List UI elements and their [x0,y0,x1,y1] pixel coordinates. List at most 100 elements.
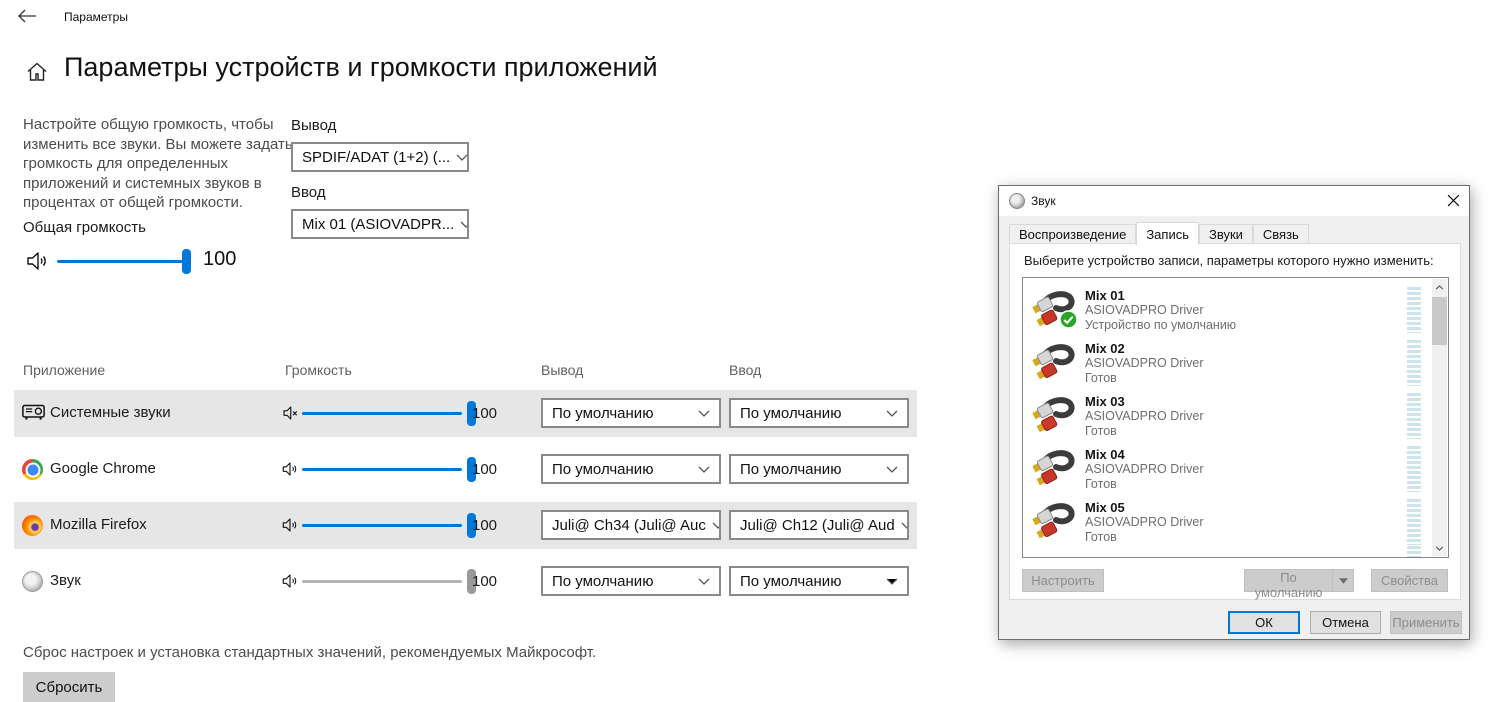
app-input-dropdown[interactable]: Juli@ Ch12 (Juli@ Aud [729,510,909,540]
app-name: Mozilla Firefox [50,516,147,533]
app-output-dropdown[interactable]: По умолчанию [541,454,721,484]
app-volume-slider-track[interactable] [302,580,462,583]
home-icon [25,60,49,84]
chevron-down-icon [454,216,467,233]
app-volume-slider-track[interactable] [302,524,462,527]
tab-playback[interactable]: Воспроизведение [1009,224,1137,244]
ok-button[interactable]: ОК [1228,611,1300,634]
device-status: Устройство по умолчанию [1085,318,1237,332]
master-volume-description: Настройте общую громкость, чтобы изменит… [23,116,293,211]
level-meter [1407,287,1421,333]
speaker-icon[interactable] [281,572,299,590]
recording-tab-panel: Выберите устройство записи, параметры ко… [1009,243,1461,600]
tab-recording[interactable]: Запись [1136,222,1199,245]
chevron-down-icon [880,461,898,478]
chevron-down-icon [692,461,710,478]
input-device-label: Ввод [291,184,326,201]
app-input-value: По умолчанию [740,572,842,590]
close-button[interactable] [1437,186,1470,214]
speaker-icon[interactable] [281,460,299,478]
dialog-titlebar[interactable] [999,186,1469,216]
tab-sounds[interactable]: Звуки [1198,224,1253,244]
properties-button[interactable]: Свойства [1371,569,1448,592]
device-row[interactable]: Mix 02 ASIOVADPRO Driver Готов [1023,337,1448,390]
page-title: Параметры устройств и громкости приложен… [64,52,658,82]
app-output-value: По умолчанию [552,460,654,478]
chevron-down-icon [450,149,467,166]
dropdown-arrow-icon [1338,577,1348,584]
default-device-check-icon [1059,310,1078,329]
output-device-value: SPDIF/ADAT (1+2) (... [302,148,451,166]
device-driver: ASIOVADPRO Driver [1085,462,1204,476]
app-input-dropdown[interactable]: По умолчанию [729,398,909,428]
device-row[interactable]: Mix 04 ASIOVADPRO Driver Готов [1023,443,1448,496]
rca-cable-icon [1032,291,1075,327]
scroll-up-button[interactable] [1432,279,1447,295]
output-device-label: Вывод [291,117,337,134]
rca-cable-icon [1032,450,1075,486]
reset-description: Сброс настроек и установка стандартных з… [23,644,597,661]
device-row[interactable]: Mix 03 ASIOVADPRO Driver Готов [1023,390,1448,443]
scroll-down-icon [1435,545,1444,551]
chevron-down-icon [692,405,710,422]
app-name: Звук [50,572,81,589]
device-driver: ASIOVADPRO Driver [1085,303,1204,317]
cancel-button[interactable]: Отмена [1310,611,1381,634]
chevron-down-icon [880,405,898,422]
device-list-scrollbar[interactable] [1432,279,1447,556]
speaker-muted-icon[interactable] [281,404,299,422]
level-meter [1407,340,1421,386]
app-name: Google Chrome [50,460,156,477]
reset-button[interactable]: Сбросить [23,672,115,702]
scroll-down-button[interactable] [1432,540,1447,556]
chevron-down-icon [895,517,907,534]
level-meter [1407,499,1421,545]
set-default-button[interactable]: По умолчанию [1244,569,1332,600]
app-input-dropdown[interactable]: По умолчанию [729,454,909,484]
level-meter [1407,446,1421,492]
app-volume-slider-thumb[interactable] [467,513,476,538]
table-row: Mozilla Firefox 100 Juli@ Ch34 (Juli@ Au… [14,502,917,549]
master-volume-slider-thumb[interactable] [182,249,191,274]
device-name: Mix 05 [1085,500,1125,515]
app-volume-slider-track[interactable] [302,412,462,415]
scroll-up-icon [1435,284,1444,290]
chevron-down-icon [706,517,719,534]
app-input-dropdown[interactable]: По умолчанию [729,566,909,596]
app-output-dropdown[interactable]: По умолчанию [541,566,721,596]
app-volume-slider-track[interactable] [302,468,462,471]
app-output-dropdown[interactable]: По умолчанию [541,398,721,428]
output-device-dropdown[interactable]: SPDIF/ADAT (1+2) (... [291,142,469,172]
app-volume-slider-thumb[interactable] [467,457,476,482]
device-row[interactable]: Mix 01 ASIOVADPRO Driver Устройство по у… [1023,284,1448,337]
speaker-icon[interactable] [281,516,299,534]
sound-dialog-icon [1009,193,1025,209]
master-volume-slider-track[interactable] [57,260,191,263]
dialog-title: Звук [1031,194,1056,208]
device-name: Mix 02 [1085,341,1125,356]
scrollbar-thumb[interactable] [1432,297,1447,345]
back-button[interactable] [16,6,38,26]
app-output-value: Juli@ Ch34 (Juli@ Auc [552,516,706,534]
device-row[interactable]: Mix 05 ASIOVADPRO Driver Готов [1023,496,1448,549]
app-name: Системные звуки [50,404,171,421]
configure-button[interactable]: Настроить [1022,569,1104,592]
device-list-instruction: Выберите устройство записи, параметры ко… [1024,253,1434,268]
app-output-dropdown[interactable]: Juli@ Ch34 (Juli@ Auc [541,510,721,540]
input-device-dropdown[interactable]: Mix 01 (ASIOVADPR... [291,209,469,239]
master-volume-value: 100 [203,248,237,270]
table-row: Google Chrome 100 По умолчанию По умолча… [14,446,917,493]
app-input-value: По умолчанию [740,460,842,478]
app-volume-slider-thumb[interactable] [467,569,476,594]
device-status: Готов [1085,530,1117,544]
set-default-split-arrow[interactable] [1332,569,1354,592]
column-header-input: Ввод [729,362,762,378]
apply-button[interactable]: Применить [1390,611,1462,634]
app-volume-value: 100 [472,573,498,590]
app-volume-value: 100 [472,517,498,534]
app-volume-slider-thumb[interactable] [467,401,476,426]
master-volume-label: Общая громкость [23,219,146,236]
device-driver: ASIOVADPRO Driver [1085,356,1204,370]
dialog-tab-bar: Воспроизведение Запись Звуки Связь [1009,222,1309,245]
tab-communications[interactable]: Связь [1252,224,1309,244]
